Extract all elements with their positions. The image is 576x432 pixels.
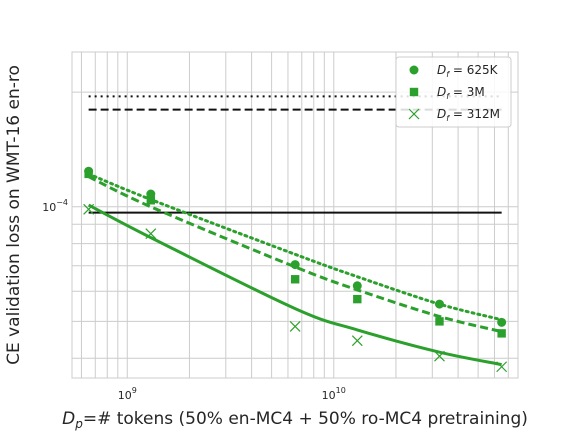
x-tick-label: 109 (118, 386, 137, 402)
legend-label-2: Df = 3M (437, 85, 485, 101)
x-axis-label-text: =# tokens (50% en-MC4 + 50% ro-MC4 pretr… (83, 409, 528, 429)
plot-frame (71, 51, 519, 379)
grid (72, 52, 518, 378)
legend-marker-1 (409, 65, 419, 75)
x-axis-label-subscript: p (74, 417, 83, 431)
fit-line-series-3 (87, 203, 502, 367)
reference-lines (88, 95, 502, 214)
data-point-series-1 (352, 281, 362, 291)
x-tick-labels: 109 1010 (118, 386, 346, 402)
legend-marker-2 (409, 87, 419, 97)
data-point-series-3 (289, 320, 301, 332)
y-axis-label: CE validation loss on WMT-16 en-ro (4, 65, 24, 365)
data-point-series-2 (353, 294, 362, 304)
x-axis-label-symbol: D (62, 409, 75, 429)
y-tick-labels: 10−4 (42, 198, 68, 214)
data-point-series-2 (84, 169, 93, 179)
x-tick-label: 1010 (322, 386, 346, 402)
data-point-series-2 (497, 329, 506, 338)
data-point-series-3 (351, 335, 363, 347)
y-tick-label: 10−4 (42, 198, 68, 214)
x-axis-label: Dp=# tokens (50% en-MC4 + 50% ro-MC4 pre… (62, 409, 528, 431)
legend: Df = 625K Df = 3M Df = 312M (395, 56, 512, 128)
data-point-series-3 (145, 228, 157, 240)
data-points (83, 166, 508, 373)
legend-box (395, 56, 512, 128)
data-point-series-2 (290, 275, 300, 284)
legend-label-1: Df = 625K (437, 63, 499, 79)
data-point-series-2 (146, 196, 155, 205)
legend-marker-3 (408, 108, 420, 120)
data-point-series-1 (434, 299, 444, 309)
data-point-series-3 (434, 350, 445, 362)
data-point-series-1 (497, 317, 507, 327)
data-point-series-3 (83, 203, 95, 215)
data-point-series-1 (290, 260, 300, 270)
fit-line-series-2 (87, 175, 502, 334)
data-point-series-3 (496, 361, 508, 373)
data-point-series-2 (435, 317, 444, 326)
legend-label-3: Df = 312M (437, 107, 500, 123)
